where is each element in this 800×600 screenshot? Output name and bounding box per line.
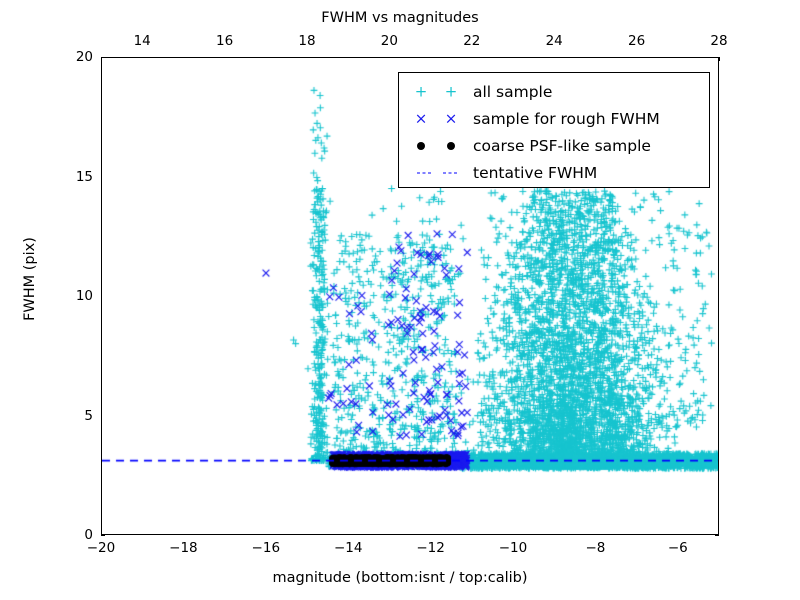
tick-mark — [101, 535, 105, 536]
legend-item-3: tentative FWHM — [399, 158, 709, 187]
x-top-tick-16: 16 — [216, 33, 234, 49]
chart-title: FWHM vs magnitudes — [321, 10, 479, 26]
y-tick-20: 20 — [75, 49, 93, 65]
cross-marker-icon: × — [414, 109, 428, 127]
x-axis-label: magnitude (bottom:isnt / top:calib) — [272, 570, 528, 586]
x-top-tick-24: 24 — [545, 33, 563, 49]
legend-item-2: coarse PSF-like sample — [399, 131, 709, 160]
x-bottom-tick-4: −12 — [416, 540, 445, 556]
legend-label-1: sample for rough FWHM — [473, 109, 660, 128]
x-top-tick-20: 20 — [380, 33, 398, 49]
x-bottom-tick-3: −14 — [333, 540, 363, 556]
legend-marker-0: + + — [399, 77, 473, 106]
plus-marker-icon: + — [414, 82, 428, 100]
legend-label-3: tentative FWHM — [473, 163, 598, 182]
legend: + + all sample × × sample for rough FWHM coars… — [398, 72, 710, 188]
y-tick-15: 15 — [75, 168, 93, 185]
x-top-tick-26: 26 — [628, 33, 646, 49]
tick-mark — [715, 535, 719, 536]
cross-marker-icon: × — [444, 109, 458, 127]
plus-marker-icon: + — [444, 82, 458, 100]
x-bottom-tick-1: −18 — [169, 540, 198, 556]
dashed-line-icon — [417, 172, 431, 173]
legend-marker-2 — [399, 131, 473, 160]
x-bottom-tick-0: −20 — [86, 540, 116, 556]
legend-label-2: coarse PSF-like sample — [473, 136, 651, 155]
y-tick-0: 0 — [84, 527, 93, 543]
dashed-line-icon — [443, 172, 457, 173]
legend-label-0: all sample — [473, 82, 553, 101]
x-top-tick-18: 18 — [298, 33, 316, 49]
legend-marker-3 — [399, 158, 473, 187]
x-bottom-tick-6: −8 — [585, 540, 606, 556]
x-top-tick-14: 14 — [133, 33, 151, 49]
tick-mark — [719, 57, 720, 61]
x-bottom-tick-2: −16 — [251, 540, 281, 556]
y-tick-10: 10 — [75, 288, 93, 304]
x-bottom-tick-5: −10 — [498, 540, 528, 556]
legend-marker-1: × × — [399, 104, 473, 133]
circle-marker-icon — [417, 141, 425, 150]
x-top-tick-28: 28 — [710, 33, 728, 49]
x-bottom-tick-7: −6 — [667, 540, 688, 556]
legend-item-1: × × sample for rough FWHM — [399, 104, 709, 133]
legend-item-0: + + all sample — [399, 77, 709, 106]
y-tick-5: 5 — [84, 407, 93, 424]
x-top-tick-22: 22 — [463, 33, 481, 49]
y-axis-label: FWHM (pix) — [22, 237, 38, 321]
circle-marker-icon — [447, 141, 455, 150]
